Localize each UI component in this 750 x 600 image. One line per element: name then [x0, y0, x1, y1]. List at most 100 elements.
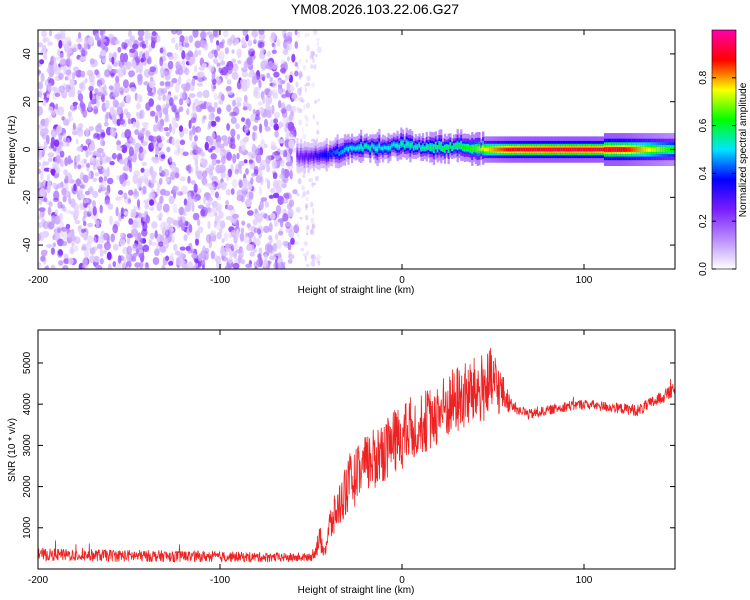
spectrogram-cell: [304, 256, 307, 262]
spectrogram-cell: [272, 79, 277, 89]
spectrogram-cell: [241, 70, 248, 78]
spectrogram-cell: [307, 77, 310, 82]
spectrogram-cell: [179, 246, 186, 251]
spectrogram-cell: [43, 140, 48, 150]
spectrogram-cell: [232, 262, 240, 269]
spectrogram-cell: [173, 95, 178, 101]
spectrogram-cell: [231, 71, 239, 81]
spectrogram-cell: [340, 150, 343, 155]
spectrogram-cell: [134, 55, 141, 64]
spectrogram-cell: [425, 144, 428, 149]
spectrogram-cell: [123, 86, 130, 94]
spectrogram-cell: [38, 106, 44, 116]
spectrogram-cell: [589, 147, 592, 152]
spectrogram-cell: [52, 182, 57, 188]
spectrogram-cell: [210, 120, 217, 127]
spectrogram-cell: [186, 108, 190, 116]
spectrogram-cell: [202, 89, 210, 99]
spectrogram-cell: [274, 130, 279, 138]
spectrogram-cell: [323, 152, 326, 157]
spectrogram-cell: [447, 146, 450, 151]
spectrogram-cell: [94, 88, 99, 94]
spectrogram-cell: [454, 144, 457, 148]
spectrogram-cell: [192, 30, 199, 38]
spectrogram-cell: [273, 71, 280, 78]
colorbar-tick-label: 0.4: [698, 166, 709, 180]
spectrogram-cell: [183, 211, 188, 217]
spectrogram-cell: [92, 200, 96, 208]
spectrogram-cell: [50, 141, 55, 149]
spectrogram-cell: [129, 48, 136, 54]
spectrogram-cell: [138, 253, 143, 259]
spectrogram-cell: [462, 145, 465, 150]
spectrogram-cell: [301, 99, 305, 103]
spectrogram-cell: [235, 96, 242, 103]
spectrogram-cell: [88, 101, 92, 111]
spectrogram-cell: [119, 232, 124, 239]
spectrogram-cell: [208, 239, 213, 249]
spectrogram-cell: [251, 76, 257, 85]
spectrogram-cell: [39, 198, 43, 205]
spectrogram-cell: [200, 40, 208, 48]
spectrogram-x-tick-label: -100: [210, 275, 230, 286]
spectrogram-cell: [161, 264, 166, 269]
spectrogram-y-tick-label: 0: [22, 146, 33, 152]
spectrogram-cell: [372, 145, 376, 149]
spectrogram-cell: [227, 168, 232, 178]
colorbar-tick-label: 0.2: [698, 214, 709, 228]
spectrogram-cell: [600, 147, 603, 152]
spectrogram-cell: [196, 170, 204, 180]
spectrogram-cell: [598, 147, 601, 152]
spectrogram-cell: [94, 69, 99, 76]
spectrogram-cell: [100, 132, 106, 138]
spectrogram-cell: [231, 49, 235, 54]
spectrogram-cell: [79, 100, 84, 109]
spectrogram-cell: [288, 193, 293, 200]
spectrogram-cell: [573, 147, 576, 152]
spectrogram-cell: [264, 88, 271, 96]
spectrogram-cell: [232, 99, 237, 107]
spectrogram-cell: [429, 144, 432, 150]
spectrogram-cell: [171, 236, 175, 243]
spectrogram-cell: [200, 208, 206, 217]
spectrogram-cell: [142, 238, 147, 244]
spectrogram-cell: [134, 262, 141, 268]
spectrogram-cell: [59, 52, 64, 59]
spectrogram-cell: [211, 131, 216, 141]
spectrogram-cell: [250, 113, 257, 122]
spectrogram-cell: [211, 158, 217, 167]
spectrogram-cell: [134, 221, 139, 229]
spectrogram-cell: [115, 206, 119, 217]
spectrogram-cell: [260, 47, 265, 55]
spectrogram-cell: [231, 58, 237, 64]
spectrogram-cell: [313, 64, 317, 70]
spectrogram-cell: [224, 47, 230, 55]
spectrogram-cell: [221, 154, 226, 165]
spectrogram-cell: [135, 248, 140, 255]
spectrogram-cell: [210, 230, 217, 237]
spectrogram-cell: [173, 243, 178, 251]
spectrogram-cell: [71, 72, 76, 80]
spectrogram-cell: [63, 65, 67, 75]
spectrogram-cell: [38, 221, 43, 229]
spectrogram-cell: [271, 42, 275, 48]
spectrogram-cell: [509, 147, 512, 152]
spectrogram-cell: [111, 152, 117, 160]
spectrogram-cell: [144, 135, 149, 145]
spectrogram-cell: [88, 126, 95, 132]
spectrogram-cell: [202, 264, 205, 269]
spectrogram-cell: [280, 67, 286, 74]
spectrogram-cell: [407, 142, 410, 147]
spectrogram-cell: [306, 116, 309, 122]
spectrogram-cell: [223, 232, 229, 242]
spectrogram-cell: [50, 247, 56, 255]
spectrogram-cell: [70, 198, 76, 208]
spectrogram-cell: [39, 89, 43, 99]
spectrogram-cell: [110, 39, 114, 45]
spectrogram-cell: [175, 42, 179, 51]
spectrogram-cell: [354, 147, 357, 151]
spectrogram-cell: [206, 31, 213, 36]
spectrogram-cell: [137, 73, 143, 82]
spectrogram-cell: [607, 147, 610, 152]
spectrogram-cell: [92, 133, 97, 140]
